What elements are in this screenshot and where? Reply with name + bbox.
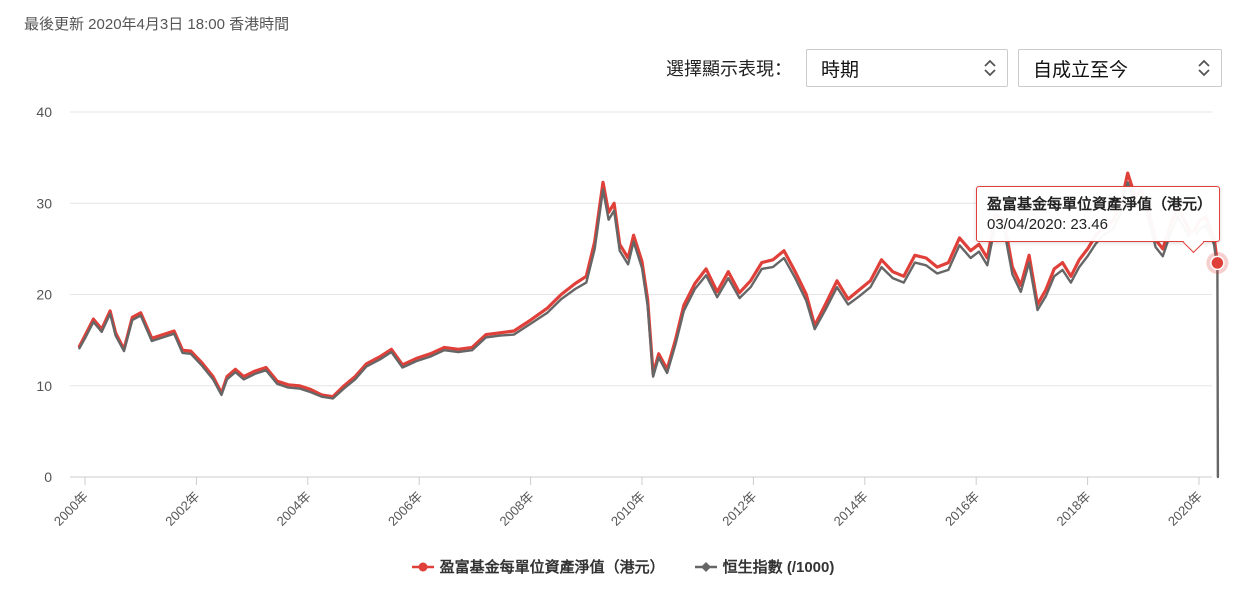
x-tick-label: 2004年	[274, 489, 314, 529]
tooltip-value: 03/04/2020: 23.46	[987, 216, 1108, 233]
x-tick-label: 2006年	[385, 489, 425, 529]
x-tick-label: 2014年	[831, 489, 871, 529]
x-tick-label: 2010年	[608, 489, 648, 529]
period-select[interactable]: 時期	[806, 49, 1008, 87]
series-line-hsi	[78, 181, 1220, 479]
range-select[interactable]: 自成立至今	[1018, 49, 1222, 87]
last-updated-text: 最後更新 2020年4月3日 18:00 香港時間	[24, 16, 290, 33]
x-tick-label: 2000年	[51, 489, 91, 529]
x-tick-label: 2008年	[496, 489, 536, 529]
x-tick-label: 2016年	[942, 489, 982, 529]
period-select-value: 時期	[821, 59, 860, 81]
legend-item-nav[interactable]: 盈富基金每單位資產淨值（港元）	[411, 556, 665, 577]
red-circle-line-icon	[411, 562, 434, 571]
tooltip-title: 盈富基金每單位資產淨值（港元）	[987, 196, 1213, 213]
y-tick-label: 30	[36, 195, 52, 211]
x-tick-label: 2002年	[162, 489, 202, 529]
x-tick-label: 2018年	[1053, 489, 1093, 529]
y-tick-label: 10	[36, 378, 52, 394]
x-tick-label: 2020年	[1165, 489, 1205, 529]
chart-tooltip: 盈富基金每單位資產淨值（港元） 03/04/2020: 23.46	[976, 186, 1220, 254]
display-performance-label: 選擇顯示表現：	[666, 59, 792, 79]
y-tick-label: 40	[36, 104, 52, 120]
updown-chevron-icon	[1198, 59, 1210, 77]
legend-item-hsi[interactable]: 恒生指數 (/1000)	[694, 556, 835, 577]
display-controls: 選擇顯示表現： 時期 自成立至今	[666, 49, 1222, 87]
gray-diamond-line-icon	[694, 561, 717, 572]
legend-label-hsi: 恒生指數 (/1000)	[722, 559, 835, 576]
y-tick-label: 0	[44, 469, 52, 485]
legend-label-nav: 盈富基金每單位資產淨值（港元）	[439, 559, 665, 576]
x-tick-label: 2012年	[719, 489, 759, 529]
updown-chevron-icon	[984, 59, 996, 77]
range-select-value: 自成立至今	[1033, 59, 1129, 81]
highlight-point	[1210, 255, 1225, 271]
chart-legend: 盈富基金每單位資產淨值（港元） 恒生指數 (/1000)	[0, 556, 1246, 577]
y-tick-label: 20	[36, 287, 52, 303]
